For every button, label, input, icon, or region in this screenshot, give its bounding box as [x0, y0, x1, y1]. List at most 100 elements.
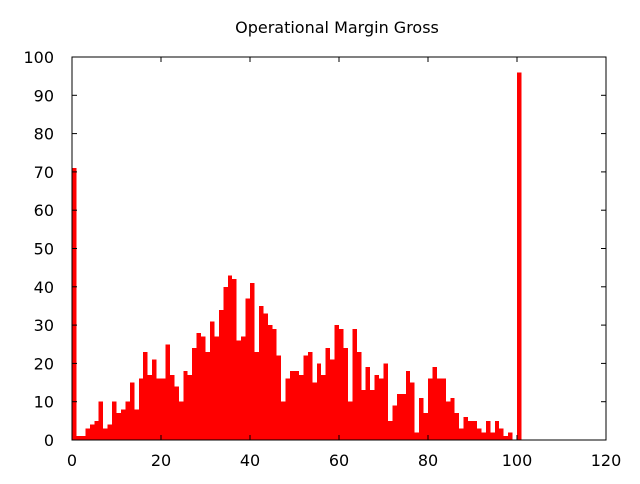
histogram-bar [218, 309, 224, 440]
x-tick-label: 0 [67, 451, 77, 470]
histogram-bar [214, 336, 219, 440]
x-axis: 0 20 40 60 80 100 120 [67, 57, 621, 470]
histogram-bar [503, 436, 509, 440]
histogram-bar [316, 363, 322, 440]
histogram-bar [129, 382, 135, 440]
histogram-bar [330, 359, 335, 440]
histogram-bar [312, 382, 317, 440]
histogram-bar [138, 378, 144, 440]
histogram-bar [85, 428, 90, 440]
histogram-bar [401, 394, 406, 440]
histogram-bar [152, 359, 157, 440]
histogram-bar [258, 305, 264, 440]
histogram-bar [428, 378, 433, 440]
histogram-bar [365, 367, 371, 440]
histogram-bar [276, 355, 282, 440]
y-tick-label: 100 [23, 48, 54, 67]
histogram-bar [343, 348, 348, 440]
histogram-bar [72, 168, 77, 440]
histogram-bar [201, 336, 206, 440]
histogram-bar [405, 371, 411, 440]
histogram-bar [236, 340, 242, 440]
histogram-bar [468, 420, 473, 440]
histogram-bar [116, 413, 121, 440]
histogram-bar [392, 405, 397, 440]
histogram-bar [112, 401, 117, 440]
histogram-bar [120, 409, 126, 440]
histogram-bar [450, 397, 455, 440]
histogram-bar [290, 371, 295, 440]
histogram-bar [80, 436, 86, 440]
histogram-bar [441, 378, 446, 440]
bars-group [72, 72, 522, 440]
histogram-bar [209, 321, 215, 440]
histogram-bar [472, 420, 477, 440]
histogram-bar [334, 325, 339, 440]
histogram-bar [490, 432, 495, 440]
histogram-bar [241, 336, 246, 440]
histogram-bar [263, 313, 268, 440]
histogram-bar [98, 401, 104, 440]
chart-title: Operational Margin Gross [235, 18, 439, 37]
histogram-bar [303, 355, 308, 440]
histogram-bar [432, 367, 437, 440]
histogram-bar [414, 432, 420, 440]
y-tick-label: 80 [34, 125, 54, 144]
histogram-bar [370, 390, 375, 440]
histogram-bar [294, 371, 299, 440]
x-tick-label: 20 [151, 451, 171, 470]
histogram-bar [459, 428, 464, 440]
histogram-bar [499, 428, 504, 440]
y-tick-label: 40 [34, 278, 54, 297]
histogram-bar [143, 351, 148, 440]
histogram-bar [147, 374, 153, 440]
histogram-bar [485, 420, 491, 440]
y-tick-label: 10 [34, 393, 54, 412]
histogram-bar [174, 386, 179, 440]
histogram-bar [187, 374, 193, 440]
histogram-bar [134, 409, 139, 440]
histogram-bar [227, 275, 233, 440]
histogram-bar [321, 374, 326, 440]
histogram-bar [436, 378, 442, 440]
histogram-bar [254, 351, 259, 440]
histogram-bar [192, 348, 197, 440]
histogram-bar [169, 374, 175, 440]
y-axis: 0 10 20 30 40 50 60 70 80 90 100 [23, 48, 606, 450]
x-tick-label: 80 [418, 451, 438, 470]
y-tick-label: 50 [34, 240, 54, 259]
histogram-bar [481, 432, 486, 440]
y-tick-label: 0 [44, 431, 54, 450]
histogram-bar [245, 298, 250, 440]
histogram-bar [285, 378, 291, 440]
histogram-bar [517, 72, 522, 440]
histogram-bar [165, 344, 170, 440]
y-tick-label: 20 [34, 354, 54, 373]
histogram-bar [352, 328, 357, 440]
histogram-bar [298, 374, 304, 440]
histogram-bar [356, 351, 362, 440]
histogram-bar [383, 363, 388, 440]
histogram-bar [76, 436, 81, 440]
histogram-bar [379, 378, 384, 440]
histogram-bar [183, 371, 188, 440]
histogram-bar [508, 432, 513, 440]
histogram-bar [94, 420, 99, 440]
histogram-bar [156, 378, 161, 440]
x-tick-label: 60 [329, 451, 349, 470]
histogram-bar [125, 401, 130, 440]
histogram-bar [307, 351, 313, 440]
histogram-bar [89, 424, 95, 440]
x-tick-label: 100 [502, 451, 533, 470]
x-tick-label: 120 [591, 451, 622, 470]
histogram-bar [387, 420, 393, 440]
histogram-bar [232, 279, 237, 440]
histogram-bar [223, 286, 228, 440]
x-tick-label: 40 [240, 451, 260, 470]
y-tick-label: 60 [34, 201, 54, 220]
histogram-bar [374, 374, 380, 440]
histogram-bar [161, 378, 166, 440]
histogram-bar [267, 325, 273, 440]
